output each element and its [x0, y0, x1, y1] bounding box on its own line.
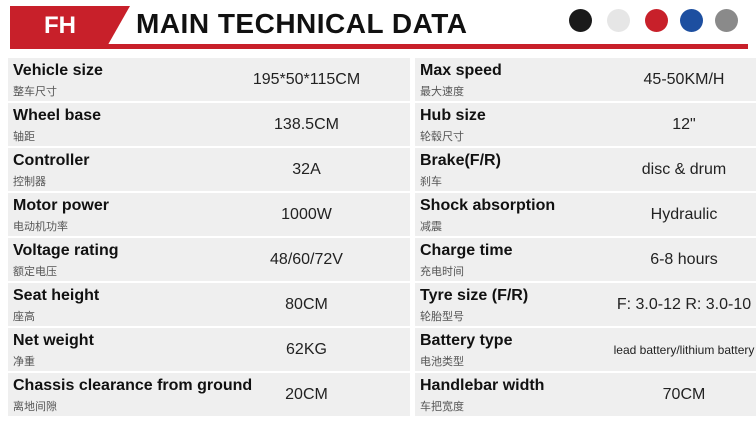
label-en: Controller	[13, 152, 90, 169]
spec-value: 48/60/72V	[270, 250, 343, 268]
spec-label: Voltage rating 额定电压	[8, 238, 203, 281]
spec-label: Wheel base 轴距	[8, 103, 203, 146]
label-en: Tyre size (F/R)	[420, 287, 529, 304]
spec-value: 12"	[672, 115, 696, 133]
spec-cell: Motor power 电动机功率 1000W	[8, 193, 410, 236]
spec-value: 70CM	[662, 385, 706, 403]
label-en: Brake(F/R)	[420, 152, 501, 169]
label-en: Max speed	[420, 62, 502, 79]
label-en: Motor power	[13, 197, 109, 214]
spec-cell: Max speed 最大速度 45-50KM/H	[415, 58, 756, 101]
label-cn: 座高	[13, 311, 35, 323]
label-cn: 控制器	[13, 176, 46, 188]
spec-cell: Vehicle size 整车尺寸 195*50*115CM	[8, 58, 410, 101]
spec-label: Chassis clearance from ground 离地间隙	[8, 373, 252, 416]
spec-cell: Hub size 轮毂尺寸 12"	[415, 103, 756, 146]
title: MAIN TECHNICAL DATA	[136, 8, 468, 39]
spec-value: 138.5CM	[274, 115, 339, 133]
spec-cell: Chassis clearance from ground 离地间隙 20CM	[8, 373, 410, 416]
spec-value: Hydraulic	[650, 205, 718, 223]
label-cn: 电动机功率	[13, 221, 68, 233]
spec-table: Vehicle size 整车尺寸 195*50*115CM Max speed 最大速…	[8, 58, 756, 418]
spec-value: 20CM	[285, 385, 328, 403]
spec-label: Controller 控制器	[8, 148, 203, 191]
label-en: Voltage rating	[13, 242, 119, 259]
label-cn: 充电时间	[420, 266, 464, 278]
color-swatch[interactable]	[680, 9, 703, 32]
table-row: Wheel base 轴距 138.5CM Hub size 轮毂尺寸 12"	[8, 103, 756, 146]
spec-cell: Voltage rating 额定电压 48/60/72V	[8, 238, 410, 281]
spec-value: disc & drum	[641, 160, 727, 178]
spec-cell: Handlebar width 车把宽度 70CM	[415, 373, 756, 416]
label-cn: 净重	[13, 356, 35, 368]
badge: FH	[10, 6, 130, 44]
table-row: Vehicle size 整车尺寸 195*50*115CM Max speed 最大速…	[8, 58, 756, 101]
spec-label: Motor power 电动机功率	[8, 193, 203, 236]
label-en: Battery type	[420, 332, 513, 349]
label-en: Shock absorption	[420, 197, 556, 214]
label-cn: 电池类型	[420, 356, 464, 368]
label-cn: 离地间隙	[13, 401, 57, 413]
divider	[10, 44, 748, 49]
label-en: Wheel base	[13, 107, 102, 124]
spec-cell: Seat height 座高 80CM	[8, 283, 410, 326]
spec-cell: Battery type 电池类型 lead battery/lithium bat…	[415, 328, 756, 371]
spec-value: 6-8 hours	[650, 250, 718, 268]
label-cn: 轮胎型号	[420, 311, 464, 323]
spec-label: Tyre size (F/R) 轮胎型号	[415, 283, 610, 326]
spec-label: Max speed 最大速度	[415, 58, 610, 101]
spec-value: F: 3.0-12 R: 3.0-10	[616, 295, 752, 313]
color-swatch[interactable]	[569, 9, 592, 32]
spec-label: Seat height 座高	[8, 283, 203, 326]
label-en: Handlebar width	[420, 377, 545, 394]
table-row: Seat height 座高 80CM Tyre size (F/R) 轮胎型号 F: 3…	[8, 283, 756, 326]
color-swatch[interactable]	[607, 9, 630, 32]
spec-label: Shock absorption 减震	[415, 193, 610, 236]
table-row: Chassis clearance from ground 离地间隙 20CM Han…	[8, 373, 756, 416]
label-en: Vehicle size	[13, 62, 103, 79]
spec-cell: Charge time 充电时间 6-8 hours	[415, 238, 756, 281]
spec-cell: Controller 控制器 32A	[8, 148, 410, 191]
label-cn: 轴距	[13, 131, 35, 143]
label-en: Seat height	[13, 287, 100, 304]
spec-cell: Tyre size (F/R) 轮胎型号 F: 3.0-12 R: 3.0-10	[415, 283, 756, 326]
spec-cell: Shock absorption 减震 Hydraulic	[415, 193, 756, 236]
spec-label: Battery type 电池类型	[415, 328, 610, 371]
label-en: Hub size	[420, 107, 486, 124]
label-en: Chassis clearance from ground	[13, 377, 253, 394]
spec-label: Brake(F/R) 刹车	[415, 148, 610, 191]
spec-label: Net weight 净重	[8, 328, 203, 371]
label-cn: 减震	[420, 221, 442, 233]
spec-cell: Net weight 净重 62KG	[8, 328, 410, 371]
spec-value: 32A	[292, 160, 321, 178]
spec-value: 80CM	[285, 295, 328, 313]
label-cn: 轮毂尺寸	[420, 131, 464, 143]
badge-text: FH	[44, 12, 76, 39]
color-swatch[interactable]	[715, 9, 738, 32]
spec-label: Charge time 充电时间	[415, 238, 610, 281]
spec-value: 62KG	[286, 340, 327, 358]
label-en: Charge time	[420, 242, 513, 259]
label-cn: 刹车	[420, 176, 442, 188]
label-cn: 车把宽度	[420, 401, 464, 413]
spec-label: Vehicle size 整车尺寸	[8, 58, 203, 101]
spec-cell: Brake(F/R) 刹车 disc & drum	[415, 148, 756, 191]
spec-label: Hub size 轮毂尺寸	[415, 103, 610, 146]
color-swatch[interactable]	[645, 9, 668, 32]
label-en: Net weight	[13, 332, 94, 349]
spec-value: lead battery/lithium battery	[613, 342, 755, 357]
table-row: Controller 控制器 32A Brake(F/R) 刹车 disc & drum	[8, 148, 756, 191]
label-cn: 最大速度	[420, 86, 464, 98]
table-row: Motor power 电动机功率 1000W Shock absorption 减震 H…	[8, 193, 756, 236]
label-cn: 额定电压	[13, 266, 57, 278]
table-row: Net weight 净重 62KG Battery type 电池类型 lead bat…	[8, 328, 756, 371]
spec-value: 45-50KM/H	[643, 70, 725, 88]
spec-value: 1000W	[281, 205, 332, 223]
spec-label: Handlebar width 车把宽度	[415, 373, 610, 416]
spec-value: 195*50*115CM	[252, 70, 361, 88]
label-cn: 整车尺寸	[13, 86, 57, 98]
table-row: Voltage rating 额定电压 48/60/72V Charge time 充电…	[8, 238, 756, 281]
spec-cell: Wheel base 轴距 138.5CM	[8, 103, 410, 146]
